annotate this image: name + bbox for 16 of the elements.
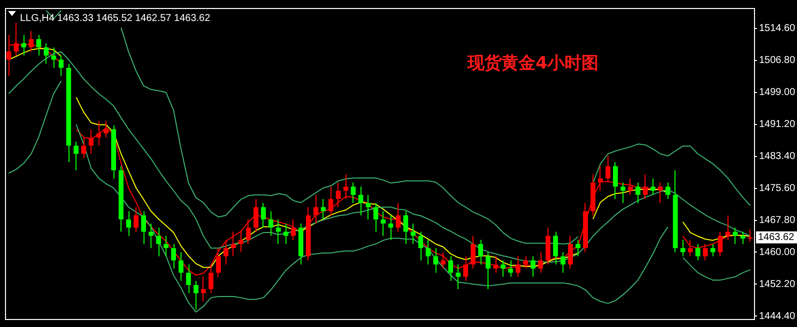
y-tick-label: 1452.20 [759, 278, 796, 290]
candlestick [283, 224, 288, 244]
annotation: LLG,H4 1463.33 1465.52 1462.57 1463.62 [20, 12, 211, 24]
text: 1463.62 [758, 232, 795, 244]
y-tick-label: 1444.40 [759, 310, 796, 322]
y-tick-label: 1514.60 [759, 23, 796, 34]
candlestick [148, 224, 154, 248]
y-tick-label: 1506.80 [759, 55, 796, 66]
y-tick-label: 1499.00 [759, 87, 796, 98]
y-tick-label: 1483.40 [759, 151, 796, 162]
text: 现货黄金4小时图 [466, 53, 598, 74]
y-tick-label: 1475.60 [759, 183, 796, 194]
candlestick [456, 264, 461, 290]
y-tick-label: 1467.80 [759, 215, 796, 226]
y-tick-label: 1460.00 [759, 246, 796, 258]
y-tick-label: 1491.20 [759, 119, 796, 130]
